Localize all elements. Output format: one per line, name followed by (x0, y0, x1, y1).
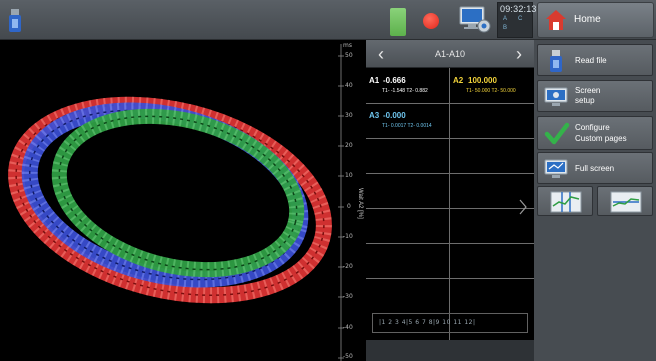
y-tick-label: 40 (345, 82, 353, 89)
channel-label: A1 (369, 76, 380, 85)
channel-group-title: A1-A10 (434, 49, 466, 59)
top-bar: 09:32:13 A C B Home (0, 0, 656, 40)
configure-custom-pages-button[interactable]: Configure Custom pages (537, 116, 653, 150)
screen-setup-label-2: setup (575, 96, 595, 105)
home-button[interactable]: Home (537, 2, 654, 38)
y-tick-label: 50 (345, 52, 353, 59)
channel-value: -0.666 (383, 76, 406, 85)
screen-setup-label-1: Screen (575, 86, 601, 95)
home-icon (546, 10, 566, 30)
y-tick-label: 10 (345, 172, 353, 179)
xy-plot[interactable]: ms 50 40 30 20 10 0 -10 -20 -30 -40 -50 … (0, 40, 366, 361)
lissajous-plot (8, 44, 344, 361)
configure-label-2: Custom pages (575, 134, 627, 143)
status-indicator (390, 8, 406, 36)
y-tick-label: 30 (345, 112, 353, 119)
side-menu: Read file Screen setup Configure Custom … (534, 40, 656, 361)
checkmark-icon (544, 122, 570, 145)
channel-value: -0.000 (383, 111, 406, 120)
channel-label: A2 (453, 76, 464, 85)
full-screen-button[interactable]: Full screen (537, 152, 653, 184)
grid-divider (366, 243, 534, 244)
chevron-right-icon[interactable]: › (516, 44, 522, 64)
y-tick-label: 20 (345, 142, 353, 149)
home-label: Home (574, 14, 601, 25)
trace-mode-button[interactable] (597, 186, 653, 216)
trace-graph-icon (610, 191, 642, 213)
y-axis-ticks (338, 55, 344, 359)
screen-capture-button[interactable] (454, 2, 494, 38)
usb-drive-icon (550, 50, 562, 72)
clock-tag: A (503, 16, 508, 22)
channel-panel: ‹ A1-A10 › A1 -0.666 T1- -1.548 T2- 0.88… (366, 40, 534, 361)
channel-pager[interactable]: |1 2 3 4|5 6 7 8|9 10 11 12| (372, 313, 528, 333)
record-icon (423, 13, 439, 29)
grid-divider (449, 68, 450, 340)
y-tick-label: -10 (343, 233, 353, 240)
monitor-icon (459, 6, 491, 33)
y-tick-label: -30 (343, 293, 353, 300)
y-tick-label: -20 (343, 263, 353, 270)
cursor-mode-button[interactable] (537, 186, 593, 216)
y-tick-label: 0 (347, 203, 351, 210)
read-file-label: Read file (575, 56, 607, 65)
usb-storage-icon[interactable] (8, 9, 22, 33)
clock-tag: C (518, 16, 523, 22)
grid-divider (366, 278, 534, 279)
channel-value: 100.000 (468, 76, 497, 85)
trace-green (51, 108, 305, 278)
clock-time: 09:32:13 (500, 4, 537, 14)
grid-divider (366, 208, 534, 209)
expand-arrow-icon[interactable] (518, 198, 528, 216)
clock-display: 09:32:13 A C B (497, 2, 536, 38)
screen-settings-icon (544, 87, 568, 106)
grid-divider (366, 173, 534, 174)
y-tick-label: -50 (343, 353, 353, 360)
read-file-button[interactable]: Read file (537, 44, 653, 76)
y-unit-label: ms (343, 42, 352, 49)
chevron-left-icon[interactable]: ‹ (378, 44, 384, 64)
channel-nav: ‹ A1-A10 › (366, 40, 534, 68)
y-tick-label: -40 (343, 324, 353, 331)
grid-divider (366, 103, 534, 104)
clock-tag: B (503, 25, 508, 31)
configure-label-1: Configure (575, 123, 610, 132)
channel-sub-values: T1- 50.000 T2- 50.000 (466, 88, 516, 94)
panel-footer (366, 340, 534, 361)
channel-sub-values: T1- 0.0017 T2- 0.0014 (382, 123, 432, 129)
y-axis-title: Wait A2 [%] (357, 188, 363, 219)
record-button[interactable] (414, 4, 448, 38)
full-screen-icon (544, 159, 568, 178)
screen-setup-button[interactable]: Screen setup (537, 80, 653, 112)
full-screen-label: Full screen (575, 164, 615, 173)
channel-label: A3 (369, 111, 380, 120)
cursor-graph-icon (550, 191, 582, 213)
channel-sub-values: T1- -1.548 T2- 0.882 (382, 88, 428, 94)
grid-divider (366, 138, 534, 139)
